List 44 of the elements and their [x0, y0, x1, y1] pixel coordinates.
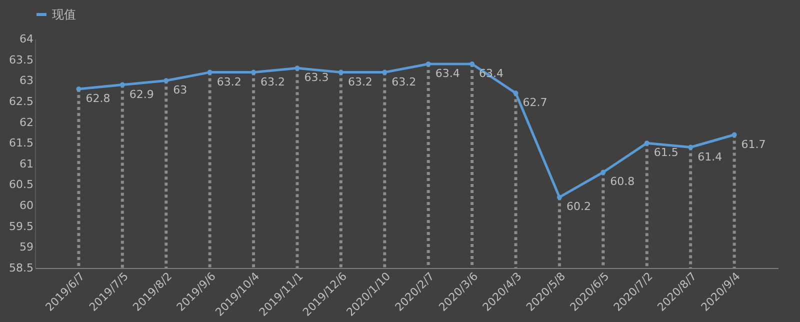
y-tick-label: 61.5: [9, 136, 34, 150]
point: [600, 170, 606, 175]
data-label: 61.7: [741, 138, 766, 151]
y-tick-label: 62: [20, 116, 34, 129]
point: [470, 61, 475, 66]
point: [76, 86, 82, 92]
data-label: 60.2: [566, 200, 591, 214]
point: [688, 144, 694, 150]
data-label: 62.8: [86, 92, 110, 105]
data-label: 63.2: [260, 75, 286, 88]
data-label: 60.8: [610, 175, 635, 188]
y-tick-label: 63: [20, 74, 34, 88]
legend-label: 现值: [52, 8, 76, 22]
point: [338, 70, 344, 75]
y-tick-label: 64: [20, 32, 34, 46]
data-label: 63.2: [392, 75, 416, 88]
data-label: 63: [173, 84, 188, 97]
point: [251, 70, 256, 75]
point: [556, 194, 562, 200]
point: [164, 78, 169, 84]
point: [294, 66, 300, 71]
point: [513, 90, 518, 96]
point: [382, 70, 388, 75]
y-tick-label: 60: [20, 199, 34, 212]
data-label: 61.5: [654, 146, 678, 160]
point: [644, 140, 650, 146]
y-tick-label: 63.5: [9, 53, 34, 66]
data-label: 63.2: [216, 75, 242, 88]
point: [732, 132, 737, 138]
data-label: 63.2: [348, 75, 372, 88]
data-label: 62.7: [522, 96, 548, 110]
y-tick-label: 58.5: [9, 262, 34, 274]
data-label: 63.4: [435, 66, 460, 80]
data-label: 61.4: [698, 150, 722, 164]
data-label: 63.3: [304, 71, 329, 84]
y-tick-label: 61: [20, 157, 34, 170]
point: [207, 70, 212, 75]
y-tick-label: 62.5: [9, 94, 34, 108]
y-tick-label: 59.5: [9, 220, 34, 233]
point: [120, 82, 125, 88]
y-tick-label: 60.5: [9, 178, 34, 192]
y-tick-label: 59: [20, 240, 34, 254]
data-label: 62.9: [129, 88, 154, 101]
point: [426, 61, 431, 66]
